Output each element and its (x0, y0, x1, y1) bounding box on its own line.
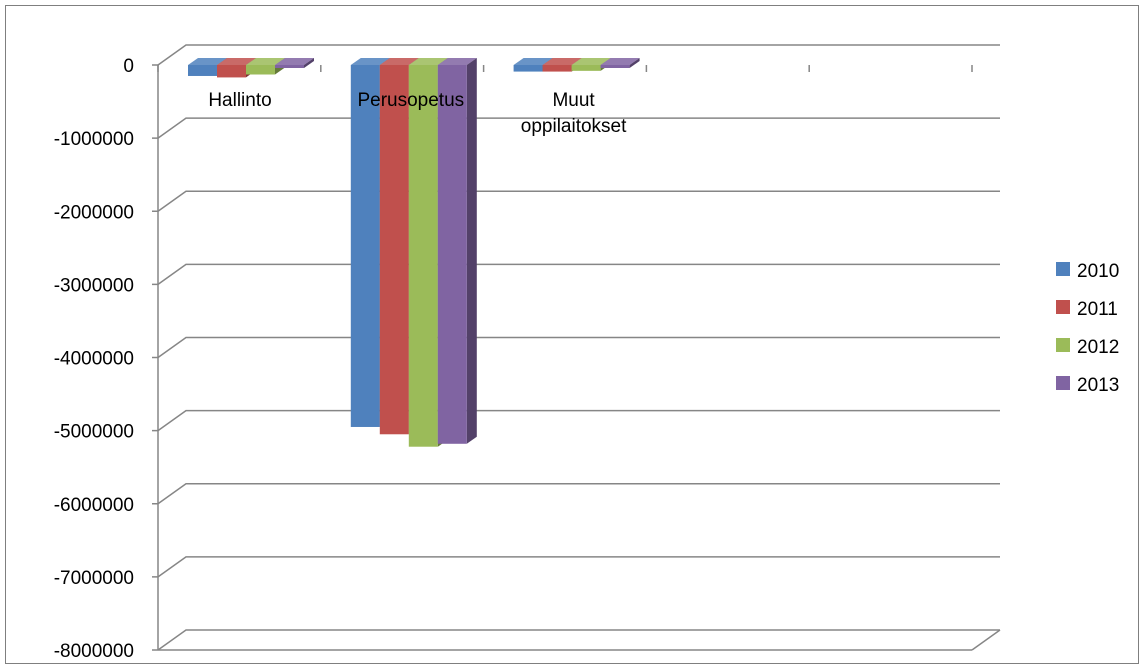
bar-2013 (275, 58, 314, 68)
gridlines (152, 44, 1001, 651)
bar-top-face (217, 58, 256, 65)
category-label: Hallinto (208, 90, 271, 111)
floor-right-edge (971, 629, 1001, 651)
bar-front-face (408, 65, 438, 447)
legend-item-2013: 2013 (1056, 375, 1119, 396)
bar-front-face (600, 65, 630, 68)
bar-group (188, 58, 314, 78)
y-tick-label: -7000000 (54, 568, 134, 589)
category-label: Perusopetus (357, 90, 464, 111)
gridline (157, 483, 1000, 505)
legend-item-2012: 2012 (1056, 337, 1119, 358)
gridline (157, 629, 1000, 651)
gridline (157, 556, 1000, 578)
bar-front-face (217, 65, 246, 78)
legend-swatch (1056, 376, 1070, 390)
bar-front-face (379, 65, 409, 435)
bar-2013 (600, 58, 640, 68)
legend-label: 2010 (1077, 261, 1119, 282)
bar-2013 (437, 58, 477, 444)
chart-frame (5, 5, 1139, 664)
bar-top-face (275, 58, 314, 65)
y-tick-label: -3000000 (54, 275, 134, 296)
gridline (157, 117, 1000, 139)
y-tick-label: -8000000 (54, 641, 134, 662)
y-tick-label: 0 (123, 56, 134, 77)
legend-swatch (1056, 338, 1070, 352)
gridline (157, 44, 1000, 66)
gridline (157, 190, 1000, 212)
legend: 2010 2011 2012 2013 (1056, 261, 1119, 396)
bar-side-face (304, 58, 314, 68)
bars (188, 58, 640, 447)
legend-swatch (1056, 262, 1070, 276)
bar-side-face (466, 58, 477, 444)
y-tick-label: -6000000 (54, 495, 134, 516)
legend-item-2011: 2011 (1056, 299, 1118, 320)
bar-top-face (542, 58, 582, 65)
bar-top-face (379, 58, 419, 65)
bar-front-face (571, 65, 601, 71)
gridline (157, 336, 1000, 359)
bar-front-face (275, 65, 304, 68)
bar-front-face (246, 65, 275, 75)
bar-front-face (542, 65, 572, 72)
legend-item-2010: 2010 (1056, 261, 1119, 282)
legend-label: 2011 (1077, 299, 1118, 320)
y-axis-ticks: 0 -1000000 -2000000 -3000000 -4000000 -500000… (54, 56, 134, 662)
gridline (157, 409, 1000, 432)
legend-swatch (1056, 300, 1070, 314)
legend-label: 2012 (1077, 337, 1119, 358)
category-label: Muut oppilaitokset (521, 90, 627, 137)
legend-label: 2013 (1077, 375, 1119, 396)
bar-top-face (437, 58, 477, 65)
y-tick-label: -5000000 (54, 422, 134, 443)
bar-top-face (350, 58, 390, 65)
bar-top-face (246, 58, 285, 65)
bar-group (350, 58, 477, 447)
bar-top-face (188, 58, 227, 65)
bar-front-face (437, 65, 467, 444)
bar-front-face (188, 65, 217, 76)
gridline (157, 263, 1000, 285)
bar-top-face (408, 58, 448, 65)
bar-side-face (629, 58, 640, 68)
category-labels: Hallinto Perusopetus Muut oppilaitokset (208, 90, 627, 137)
bar-top-face (571, 58, 611, 65)
y-tick-label: -1000000 (54, 129, 134, 150)
bar-front-face (513, 65, 543, 72)
bar-top-face (600, 58, 640, 65)
bar-group (513, 58, 640, 72)
y-tick-label: -4000000 (54, 349, 134, 370)
y-tick-label: -2000000 (54, 202, 134, 223)
bar-top-face (513, 58, 553, 65)
bar-front-face (350, 65, 380, 427)
